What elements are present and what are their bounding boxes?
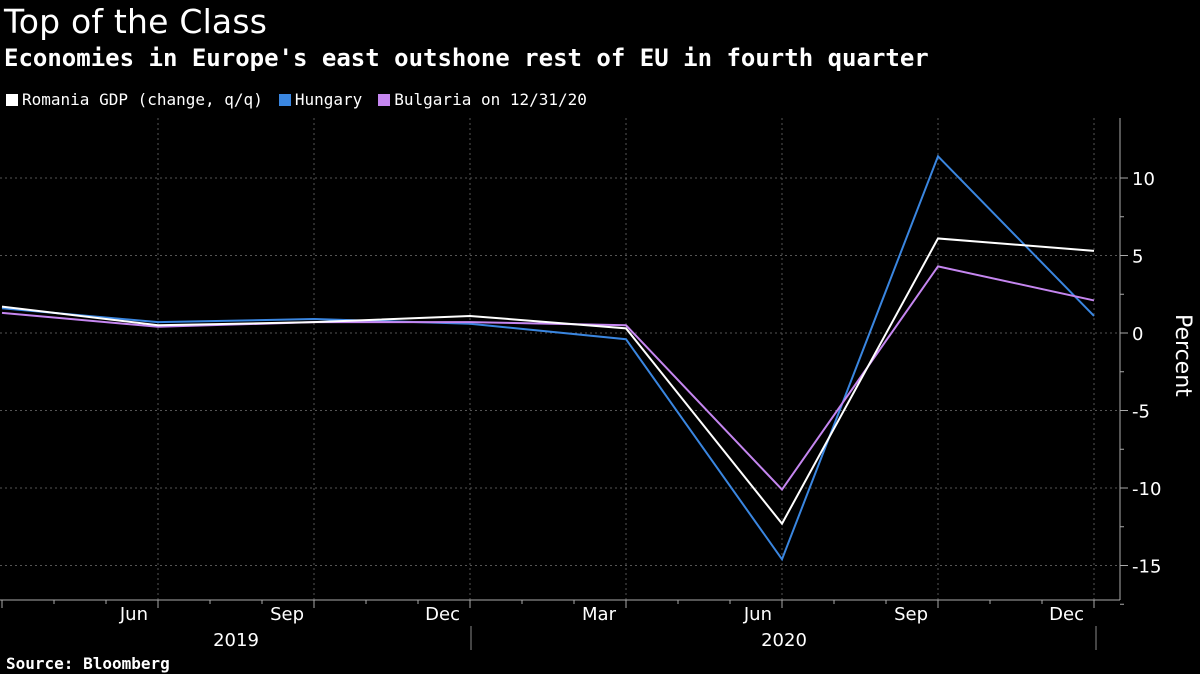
year-label: 2020	[761, 630, 807, 651]
series-line-romania	[1, 237, 1095, 526]
x-tick-label: Dec	[425, 604, 460, 625]
legend-item-bulgaria: Bulgaria on 12/31/20	[378, 90, 587, 109]
chart-subtitle: Economies in Europe's east outshone rest…	[4, 44, 929, 72]
series-line-bulgaria	[1, 265, 1095, 492]
x-tick-label: Jun	[119, 604, 148, 625]
legend: Romania GDP (change, q/q) Hungary Bulgar…	[6, 90, 587, 109]
legend-swatch-hungary	[278, 93, 291, 106]
y-axis-label: Percent	[1170, 314, 1195, 397]
legend-label-hungary: Hungary	[294, 90, 363, 109]
y-tick-label: 10	[1132, 169, 1155, 190]
x-tick-label: Mar	[582, 604, 617, 625]
legend-swatch-romania	[6, 93, 18, 106]
y-tick-label: -5	[1132, 402, 1150, 423]
legend-label-romania: Romania GDP (change, q/q)	[22, 90, 263, 109]
y-tick-label: -10	[1132, 479, 1161, 500]
legend-label-bulgaria: Bulgaria on 12/31/20	[394, 90, 587, 109]
series-line-hungary	[1, 154, 1095, 562]
year-label: 2019	[213, 630, 259, 651]
source-note: Source: Bloomberg	[6, 654, 170, 673]
chart-title: Top of the Class	[4, 2, 268, 41]
legend-item-hungary: Hungary	[278, 90, 363, 109]
x-tick-label: Sep	[894, 604, 928, 625]
y-tick-label: 5	[1132, 247, 1143, 268]
y-tick-label: 0	[1132, 324, 1143, 345]
x-tick-label: Jun	[743, 604, 772, 625]
legend-item-romania: Romania GDP (change, q/q)	[6, 90, 263, 109]
x-tick-label: Dec	[1049, 604, 1084, 625]
legend-swatch-bulgaria	[378, 93, 391, 106]
x-tick-label: Sep	[270, 604, 304, 625]
y-tick-label: -15	[1132, 557, 1161, 578]
